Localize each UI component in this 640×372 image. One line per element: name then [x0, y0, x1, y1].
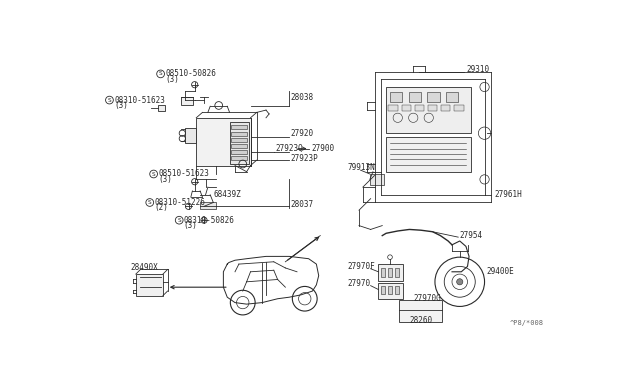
Bar	[231, 125, 246, 129]
Text: S: S	[177, 218, 181, 223]
Bar	[415, 105, 424, 111]
Text: S: S	[108, 97, 111, 103]
Circle shape	[457, 279, 463, 285]
Text: 68439Z: 68439Z	[213, 190, 241, 199]
Bar	[196, 118, 250, 166]
Bar	[390, 92, 403, 102]
Text: (3): (3)	[184, 221, 198, 230]
Bar	[454, 105, 463, 111]
Bar	[441, 105, 451, 111]
Bar	[381, 268, 385, 277]
Bar	[399, 300, 442, 322]
Text: (3): (3)	[158, 175, 172, 184]
Text: 27970G: 27970G	[413, 294, 441, 303]
Text: S: S	[148, 200, 152, 205]
Bar	[200, 202, 216, 209]
Bar	[402, 105, 411, 111]
Bar	[381, 286, 385, 294]
Bar	[157, 105, 165, 111]
Bar	[428, 105, 437, 111]
Text: 27923Q: 27923Q	[275, 144, 303, 153]
Bar	[231, 156, 246, 160]
Text: 27961H: 27961H	[495, 190, 522, 199]
Text: 28038: 28038	[291, 93, 314, 102]
Bar	[230, 122, 249, 164]
Bar	[370, 174, 384, 185]
Bar	[136, 274, 163, 296]
Text: 08310-50826: 08310-50826	[184, 216, 235, 225]
Bar	[231, 144, 246, 148]
Text: (3): (3)	[114, 101, 128, 110]
Text: 28037: 28037	[291, 200, 314, 209]
Text: 79913N: 79913N	[348, 163, 375, 172]
Text: 29400E: 29400E	[487, 267, 515, 276]
Text: 08310-51623: 08310-51623	[114, 96, 165, 105]
Text: 27970: 27970	[348, 279, 371, 288]
Bar	[231, 150, 246, 154]
Bar	[395, 268, 399, 277]
Text: 28260: 28260	[410, 316, 433, 325]
Text: 27923P: 27923P	[291, 154, 319, 163]
Text: 08510-51623: 08510-51623	[158, 170, 209, 179]
Bar	[388, 268, 392, 277]
Text: (3): (3)	[165, 75, 179, 84]
Bar	[408, 92, 421, 102]
Text: ^P8/*008: ^P8/*008	[510, 320, 544, 326]
Bar	[428, 92, 440, 102]
Bar	[395, 286, 399, 294]
Text: 28490X: 28490X	[131, 263, 158, 272]
Bar	[184, 128, 196, 143]
Bar	[378, 283, 403, 299]
Text: 08310-51226: 08310-51226	[154, 198, 205, 207]
Bar	[231, 138, 246, 142]
Text: S: S	[159, 71, 163, 76]
Text: 27900: 27900	[311, 144, 334, 153]
Bar	[180, 97, 193, 105]
Bar	[378, 264, 403, 281]
Text: 27954: 27954	[460, 231, 483, 240]
Text: 27920: 27920	[291, 129, 314, 138]
Text: S: S	[152, 171, 156, 176]
Text: 27970F: 27970F	[348, 262, 375, 271]
Bar	[231, 132, 246, 135]
Text: 08510-50826: 08510-50826	[165, 70, 216, 78]
Text: 29310: 29310	[466, 65, 489, 74]
Bar	[386, 87, 472, 133]
Bar	[388, 286, 392, 294]
Text: (2): (2)	[154, 203, 168, 212]
Bar	[386, 137, 472, 172]
Bar	[388, 105, 397, 111]
Bar	[446, 92, 458, 102]
